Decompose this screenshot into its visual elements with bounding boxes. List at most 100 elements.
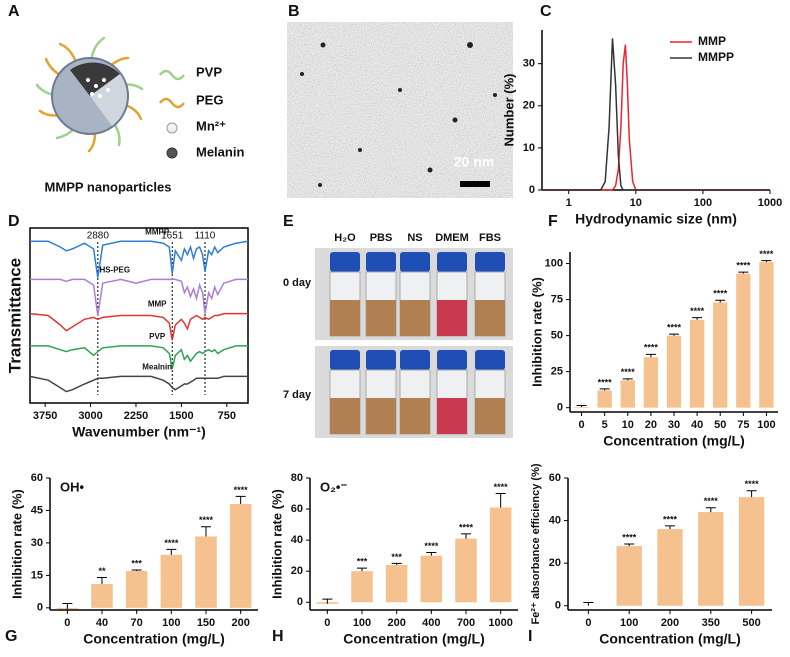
error-bar [624,543,635,547]
bar [489,507,512,603]
x-tick-label: 0 [324,617,330,629]
legend-label: MMP [698,34,726,48]
significance-label: **** [598,377,613,387]
error-bar [761,260,772,263]
bar [455,538,477,603]
significance-label: **** [736,261,751,271]
x-tick-label: 70 [131,617,143,629]
bar [574,406,589,408]
significance-label: **** [713,289,728,299]
error-bar [201,526,211,537]
bar [698,512,724,606]
bar [597,390,612,408]
significance-label: **** [494,482,509,492]
x-tick-label: 700 [457,617,475,629]
y-tick-label: 0 [297,596,303,608]
significance-label: **** [690,306,705,316]
x-axis-label: Wavenumber (nm⁻¹) [72,424,206,440]
y-tick-label: 30 [523,58,535,70]
vial-liquid [475,398,505,434]
x-axis-label: Concentration (mg/L) [343,631,485,647]
series-line [542,44,770,191]
x-axis-label: Concentration (mg/L) [83,631,225,647]
y-tick-label: 0 [555,600,561,612]
bar [351,571,373,603]
y-tick-label: 0 [557,402,563,414]
y-axis-label: Number (%) [501,74,516,147]
diagram-label: PVP [196,64,222,79]
significance-label: **** [459,522,474,532]
x-tick-label: 100 [620,617,638,629]
series-label: MMP [148,300,167,309]
error-bar [97,577,107,585]
error-bar [665,525,675,530]
vial-liquid [400,300,430,336]
x-tick-label: 50 [714,419,726,431]
panel-label: G [5,628,17,645]
solvent-label: NS [407,232,422,244]
x-tick-label: 10 [630,197,642,209]
diagram-label: PEG [196,92,223,107]
vial-liquid [475,300,505,336]
significance-label: **** [704,496,719,506]
x-tick-label: 0 [64,617,70,629]
x-tick-label: 0 [585,617,591,629]
x-tick-label: 30 [668,419,680,431]
tem-image [287,22,513,198]
series-line [29,312,248,341]
series-line [30,240,249,278]
y-tick-label: 20 [549,557,561,569]
x-tick-label: 5 [602,419,608,431]
scale-bar-label: 20 nm [454,154,494,170]
significance-label: **** [663,514,678,524]
panel-label: B [288,3,300,20]
panel-label: F [548,213,558,230]
vial-liquid [400,398,430,434]
bar [738,497,765,606]
series-line [29,375,248,393]
vial-liquid [437,300,467,336]
y-tick-label: 45 [31,504,43,516]
x-tick-label: 1000 [758,197,782,209]
error-bar [235,495,246,504]
error-bar [426,552,437,556]
error-bar [645,353,656,358]
x-tick-label: 3750 [33,410,57,422]
x-tick-label: 40 [96,617,108,629]
error-bar [692,317,703,320]
vial-liquid [330,300,360,336]
significance-label: **** [424,541,439,551]
series-label: Mealnin [142,362,172,371]
y-tick-label: 40 [549,514,561,526]
y-tick-label: 10 [523,142,535,154]
bar [736,273,751,408]
solvent-label: PBS [370,232,393,244]
y-axis-label: Fe²⁺ absorbance efficiency (%) [530,463,542,624]
y-tick-label: 50 [551,330,563,342]
x-tick-label: 1000 [488,617,512,629]
bar [616,546,642,606]
significance-label: *** [391,552,402,562]
x-axis-label: Concentration (mg/L) [599,631,741,647]
x-tick-label: 100 [162,617,180,629]
x-tick-label: 40 [691,419,703,431]
x-tick-label: 350 [702,617,720,629]
solvent-label: DMEM [435,232,469,244]
y-tick-label: 60 [291,503,303,515]
bar [643,357,659,408]
bar [195,536,217,608]
x-tick-label: 200 [661,617,679,629]
y-tick-label: 100 [545,257,563,269]
y-tick-label: 80 [291,472,303,484]
y-tick-label: 25 [551,366,563,378]
x-tick-label: 150 [197,617,215,629]
y-tick-label: 15 [31,569,43,581]
series-label: MMPP [145,227,170,236]
significance-label: **** [745,479,760,489]
error-bar [166,548,177,555]
x-tick-label: 1 [566,197,572,209]
row-label: 0 day [283,277,312,289]
y-tick-label: 60 [549,472,561,484]
significance-label: *** [131,558,142,568]
